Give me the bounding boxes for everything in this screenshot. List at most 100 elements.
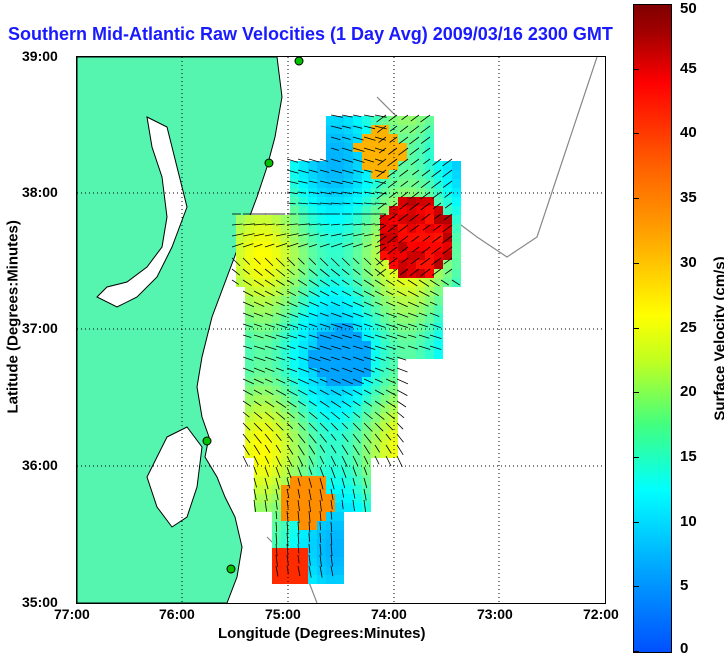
velocity-cell: [326, 566, 335, 575]
velocity-cell: [290, 413, 299, 422]
velocity-cell: [290, 476, 299, 485]
velocity-cell: [326, 521, 335, 530]
x-axis-label: Longitude (Degrees:Minutes): [218, 625, 426, 642]
velocity-cell: [299, 386, 308, 395]
velocity-cell: [308, 395, 317, 404]
velocity-cell: [344, 161, 353, 170]
velocity-cell: [299, 179, 308, 188]
velocity-cell: [317, 197, 326, 206]
velocity-cell: [272, 395, 281, 404]
velocity-cell: [308, 179, 317, 188]
velocity-cell: [326, 116, 335, 125]
velocity-cell: [308, 359, 317, 368]
velocity-cell: [335, 575, 344, 584]
velocity-cell: [245, 215, 254, 224]
velocity-cell: [362, 278, 371, 287]
velocity-cell: [407, 170, 416, 179]
velocity-cell: [371, 440, 380, 449]
velocity-cell: [407, 197, 416, 206]
station-marker: [295, 57, 303, 65]
colorbar-tick: [633, 4, 639, 5]
velocity-cell: [254, 305, 263, 314]
y-tick-label: 36:00: [22, 457, 58, 473]
velocity-cell: [416, 215, 425, 224]
velocity-cell: [362, 143, 371, 152]
velocity-cell: [416, 260, 425, 269]
velocity-cell: [425, 269, 434, 278]
velocity-cell: [317, 575, 326, 584]
velocity-cell: [254, 251, 263, 260]
velocity-cell: [281, 359, 290, 368]
velocity-cell: [380, 332, 389, 341]
velocity-field: [232, 115, 461, 584]
velocity-cell: [353, 422, 362, 431]
velocity-cell: [299, 557, 308, 566]
velocity-cell: [281, 368, 290, 377]
velocity-cell: [263, 287, 272, 296]
velocity-cell: [281, 305, 290, 314]
velocity-cell: [290, 377, 299, 386]
velocity-cell: [281, 296, 290, 305]
velocity-cell: [317, 161, 326, 170]
velocity-cell: [362, 179, 371, 188]
velocity-cell: [371, 395, 380, 404]
velocity-cell: [236, 260, 245, 269]
velocity-cell: [335, 278, 344, 287]
velocity-cell: [407, 305, 416, 314]
velocity-cell: [263, 323, 272, 332]
velocity-cell: [335, 530, 344, 539]
colorbar-tick-label: 45: [680, 60, 697, 77]
map-plot-area[interactable]: [76, 56, 606, 604]
velocity-cell: [362, 287, 371, 296]
velocity-cell: [434, 161, 443, 170]
velocity-cell: [290, 305, 299, 314]
velocity-cell: [290, 566, 299, 575]
velocity-cell: [407, 242, 416, 251]
y-tick-label: 38:00: [22, 184, 58, 200]
velocity-cell: [398, 251, 407, 260]
velocity-cell: [425, 278, 434, 287]
velocity-cell: [245, 251, 254, 260]
velocity-cell: [326, 296, 335, 305]
velocity-cell: [380, 197, 389, 206]
velocity-cell: [335, 224, 344, 233]
velocity-cell: [362, 224, 371, 233]
velocity-cell: [335, 413, 344, 422]
velocity-cell: [335, 143, 344, 152]
velocity-cell: [326, 503, 335, 512]
velocity-cell: [353, 260, 362, 269]
velocity-cell: [263, 386, 272, 395]
velocity-cell: [308, 305, 317, 314]
velocity-cell: [362, 323, 371, 332]
velocity-cell: [389, 287, 398, 296]
velocity-cell: [281, 278, 290, 287]
velocity-cell: [317, 422, 326, 431]
velocity-cell: [290, 215, 299, 224]
velocity-cell: [326, 548, 335, 557]
colorbar-tick-label: 5: [680, 577, 688, 594]
velocity-cell: [344, 269, 353, 278]
velocity-arrow: [397, 368, 408, 372]
station-marker: [265, 159, 273, 167]
velocity-cell: [299, 494, 308, 503]
velocity-cell: [353, 224, 362, 233]
velocity-cell: [290, 467, 299, 476]
velocity-cell: [326, 530, 335, 539]
velocity-cell: [353, 359, 362, 368]
velocity-cell: [326, 431, 335, 440]
velocity-cell: [290, 548, 299, 557]
velocity-cell: [353, 215, 362, 224]
velocity-cell: [326, 377, 335, 386]
velocity-cell: [434, 251, 443, 260]
velocity-cell: [326, 449, 335, 458]
velocity-cell: [353, 413, 362, 422]
colorbar-tick: [633, 651, 639, 652]
velocity-cell: [353, 179, 362, 188]
velocity-cell: [425, 233, 434, 242]
velocity-cell: [308, 215, 317, 224]
velocity-cell: [452, 251, 461, 260]
colorbar-tick-label: 15: [680, 448, 697, 465]
velocity-cell: [281, 512, 290, 521]
velocity-cell: [362, 116, 371, 125]
velocity-cell: [416, 251, 425, 260]
